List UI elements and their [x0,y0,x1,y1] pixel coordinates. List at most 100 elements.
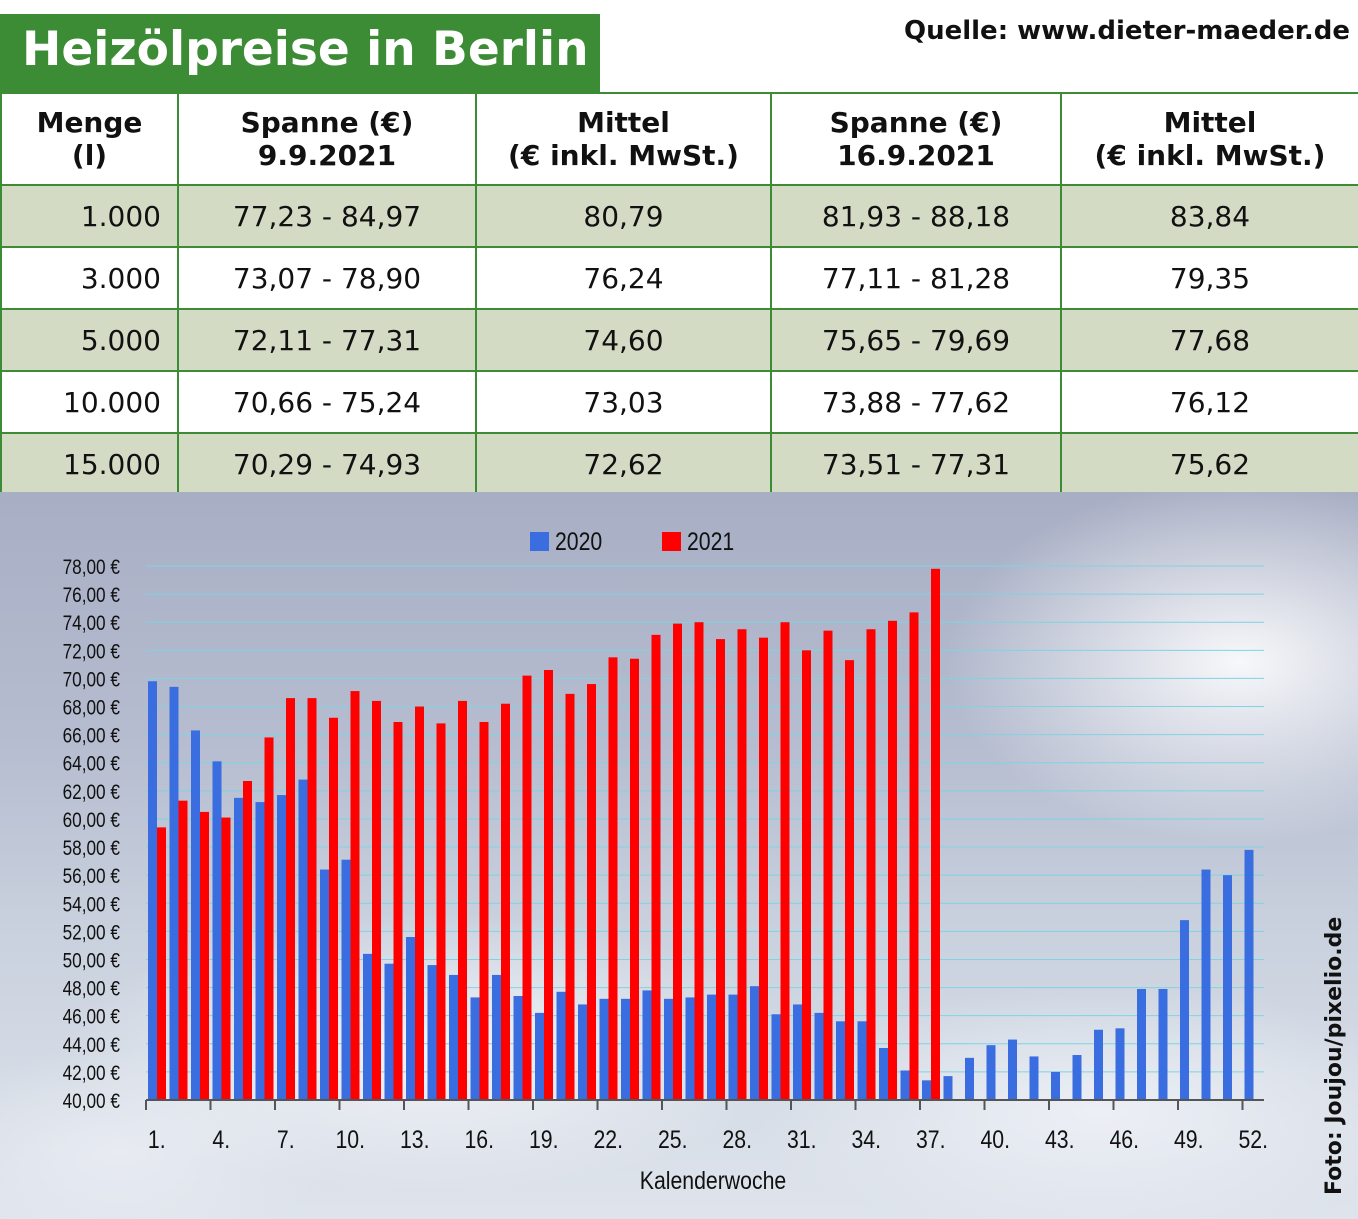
y-tick-label: 74,00 € [63,613,121,636]
header-spanne-1: Spanne (€) 9.9.2021 [177,92,477,186]
y-tick-label: 40,00 € [63,1091,121,1114]
x-tick-label: 4. [212,1125,230,1153]
bar-2020-week-1 [148,681,157,1100]
bar-2021-week-29 [759,637,768,1100]
bar-2020-week-34 [857,1021,867,1100]
table-row: 5.000 72,11 - 77,31 74,60 75,65 - 79,69 … [0,308,1358,372]
bar-2021-week-37 [931,568,940,1100]
y-tick-label: 42,00 € [63,1062,121,1085]
title-banner: Heizölpreise in Berlin [0,14,600,92]
bar-2020-week-25 [664,998,673,1100]
table-cell: 70,29 - 74,93 [177,432,477,496]
y-tick-label: 46,00 € [63,1006,121,1029]
table-cell: 5.000 [0,308,179,372]
bar-2021-week-25 [673,623,682,1100]
x-tick-label: 1. [148,1125,166,1153]
bar-2020-week-39 [965,1057,974,1100]
table-row: 3.000 73,07 - 78,90 76,24 77,11 - 81,28 … [0,246,1358,310]
page-title: Heizölpreise in Berlin [22,22,589,77]
table-cell: 73,88 - 77,62 [770,370,1062,434]
y-tick-label: 48,00 € [63,978,121,1001]
table-cell: 3.000 [0,246,179,310]
bar-2020-week-21 [578,1004,587,1100]
bar-2021-week-24 [651,634,661,1100]
bar-2021-week-19 [544,669,553,1100]
price-chart: 40,00 € 42,00 € 44,00 € 46,00 € 48,00 € 50,00… [63,527,1268,1194]
x-tick-label: 46. [1109,1125,1139,1153]
bar-2020-week-24 [642,990,652,1100]
table-row: 15.000 70,29 - 74,93 72,62 73,51 - 77,31… [0,432,1358,496]
x-tick-label: 10. [335,1125,365,1153]
bar-2020-week-37 [922,1080,931,1100]
bar-2021-week-6 [264,737,274,1100]
x-tick-label: 22. [593,1125,623,1153]
bar-2020-week-41 [1008,1039,1017,1100]
table-cell: 77,11 - 81,28 [770,246,1062,310]
bar-2021-week-10 [350,691,360,1100]
table-cell: 1.000 [0,184,179,248]
table-cell: 72,11 - 77,31 [177,308,477,372]
bar-2020-week-2 [169,686,179,1100]
bar-2021-week-20 [565,693,575,1100]
y-tick-label: 56,00 € [63,866,121,889]
bar-2021-week-23 [630,658,639,1100]
table-cell: 77,23 - 84,97 [177,184,477,248]
table-cell: 73,51 - 77,31 [770,432,1062,496]
bar-2021-week-4 [221,817,231,1100]
y-tick-label: 64,00 € [63,753,121,776]
bar-2020-week-9 [320,869,329,1100]
header-mittel-2: Mittel (€ inkl. MwSt.) [1060,92,1358,186]
table-cell: 80,79 [475,184,772,248]
bar-2021-week-15 [458,700,467,1100]
x-axis-label: Kalenderwoche [640,1166,786,1194]
bar-2020-week-13 [406,936,415,1100]
legend-swatch-2020 [530,532,549,551]
bar-2021-week-3 [200,811,209,1100]
table-cell: 83,84 [1060,184,1358,248]
source-label: Quelle: www.dieter-maeder.de [903,16,1350,46]
bar-2020-week-29 [750,986,759,1100]
bar-2021-week-30 [780,622,790,1100]
bar-2020-week-22 [599,998,609,1100]
bar-2021-week-31 [802,650,811,1100]
bar-2020-week-14 [427,965,437,1100]
bar-2021-week-1 [157,827,166,1100]
y-tick-label: 68,00 € [63,697,121,720]
table-cell: 10.000 [0,370,179,434]
table-cell: 76,12 [1060,370,1358,434]
bar-2021-week-7 [286,698,295,1100]
x-tick-label: 7. [277,1125,295,1153]
bar-2021-week-17 [501,703,510,1100]
bar-2020-week-16 [470,997,480,1100]
bar-2020-week-30 [771,1014,781,1100]
bar-2021-week-8 [307,698,317,1100]
table-cell: 74,60 [475,308,772,372]
bar-2020-week-12 [384,963,394,1100]
bar-2021-week-9 [329,717,338,1100]
x-tick-label: 37. [916,1125,946,1153]
x-tick-label: 49. [1174,1125,1204,1153]
price-table: Menge (l) Spanne (€) 9.9.2021 Mittel (€ ink… [0,92,1358,496]
bar-2021-week-27 [716,639,725,1100]
header-spanne-2: Spanne (€) 16.9.2021 [770,92,1062,186]
table-cell: 72,62 [475,432,772,496]
bar-2020-week-4 [212,761,222,1100]
x-tick-label: 28. [722,1125,752,1153]
bar-2020-week-10 [341,859,351,1100]
bar-2021-week-18 [522,675,532,1100]
bar-2021-week-14 [436,723,446,1100]
bar-2020-week-23 [621,998,630,1100]
bar-2020-week-50 [1201,869,1211,1100]
bar-2020-week-17 [492,974,501,1100]
y-tick-label: 58,00 € [63,838,121,861]
bar-2020-week-47 [1137,988,1146,1100]
bar-2021-week-32 [823,630,833,1100]
legend-label-2021: 2021 [687,527,734,555]
legend-swatch-2021 [662,532,681,551]
bar-2020-week-48 [1158,988,1168,1100]
y-tick-label: 60,00 € [63,809,121,832]
photo-credit: Foto: Joujou/pixelio.de [1322,916,1347,1195]
chart-area: 40,00 € 42,00 € 44,00 € 46,00 € 48,00 € 50,00… [0,492,1358,1219]
bar-2020-week-44 [1072,1055,1082,1100]
bar-2020-week-3 [191,730,200,1100]
